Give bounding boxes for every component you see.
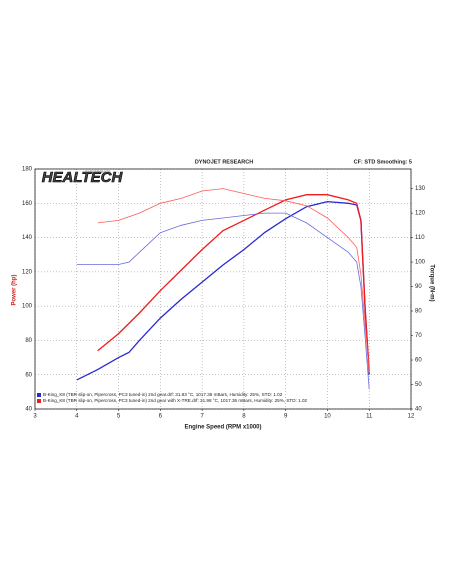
y-tick-label: 100 [22, 304, 33, 310]
y2-tick-label: 120 [415, 211, 426, 217]
x-tick-label: 5 [117, 414, 121, 420]
y-tick-label: 60 [25, 372, 32, 378]
x-tick-label: 10 [324, 414, 331, 420]
x-axis-label: Engine Speed (RPM x1000) [184, 425, 261, 431]
chart-title: DYNOJET RESEARCH [195, 159, 253, 165]
y-axis-label: Power (hp) [12, 274, 18, 305]
logo-sub: ELECTRONICS [86, 170, 112, 174]
x-tick-label: 3 [33, 414, 37, 420]
x-tick-label: 7 [200, 414, 204, 420]
data-line [97, 188, 370, 373]
y-tick-label: 180 [22, 167, 33, 173]
data-line [76, 212, 370, 390]
data-line [97, 194, 370, 372]
y-tick-label: 80 [25, 338, 32, 344]
x-tick-label: 11 [366, 414, 373, 420]
y2-tick-label: 60 [415, 358, 422, 364]
y2-tick-label: 110 [415, 235, 425, 241]
x-tick-label: 6 [159, 414, 163, 420]
x-tick-label: 4 [75, 414, 79, 420]
x-tick-label: 9 [284, 414, 288, 420]
y-tick-label: 160 [22, 201, 33, 207]
logo: HEALTECH [42, 169, 124, 186]
y2-tick-label: 130 [415, 186, 426, 192]
plot-frame [34, 168, 412, 410]
legend-swatch [37, 399, 41, 403]
y2-tick-label: 80 [415, 309, 422, 315]
y2-tick-label: 100 [415, 260, 426, 266]
x-tick-label: 8 [242, 414, 246, 420]
chart-subtitle: CF: STD Smoothing: 5 [354, 159, 412, 165]
y-tick-label: 140 [22, 235, 33, 241]
legend-label: B-King_K8 (TBR slip-on, Pipercross, PC3 … [43, 392, 283, 397]
y2-axis-label: Torque (N-m) [428, 264, 434, 301]
y2-tick-label: 40 [415, 407, 422, 413]
x-tick-label: 12 [408, 414, 415, 420]
legend-label: B-King_K8 (TBR slip-on, Pipercross, PC3 … [43, 398, 307, 403]
y2-tick-label: 70 [415, 333, 422, 339]
y-tick-label: 120 [22, 269, 33, 275]
y2-tick-label: 50 [415, 382, 422, 388]
y-tick-label: 40 [25, 407, 32, 413]
y2-tick-label: 90 [415, 284, 422, 290]
legend-swatch [37, 393, 41, 397]
